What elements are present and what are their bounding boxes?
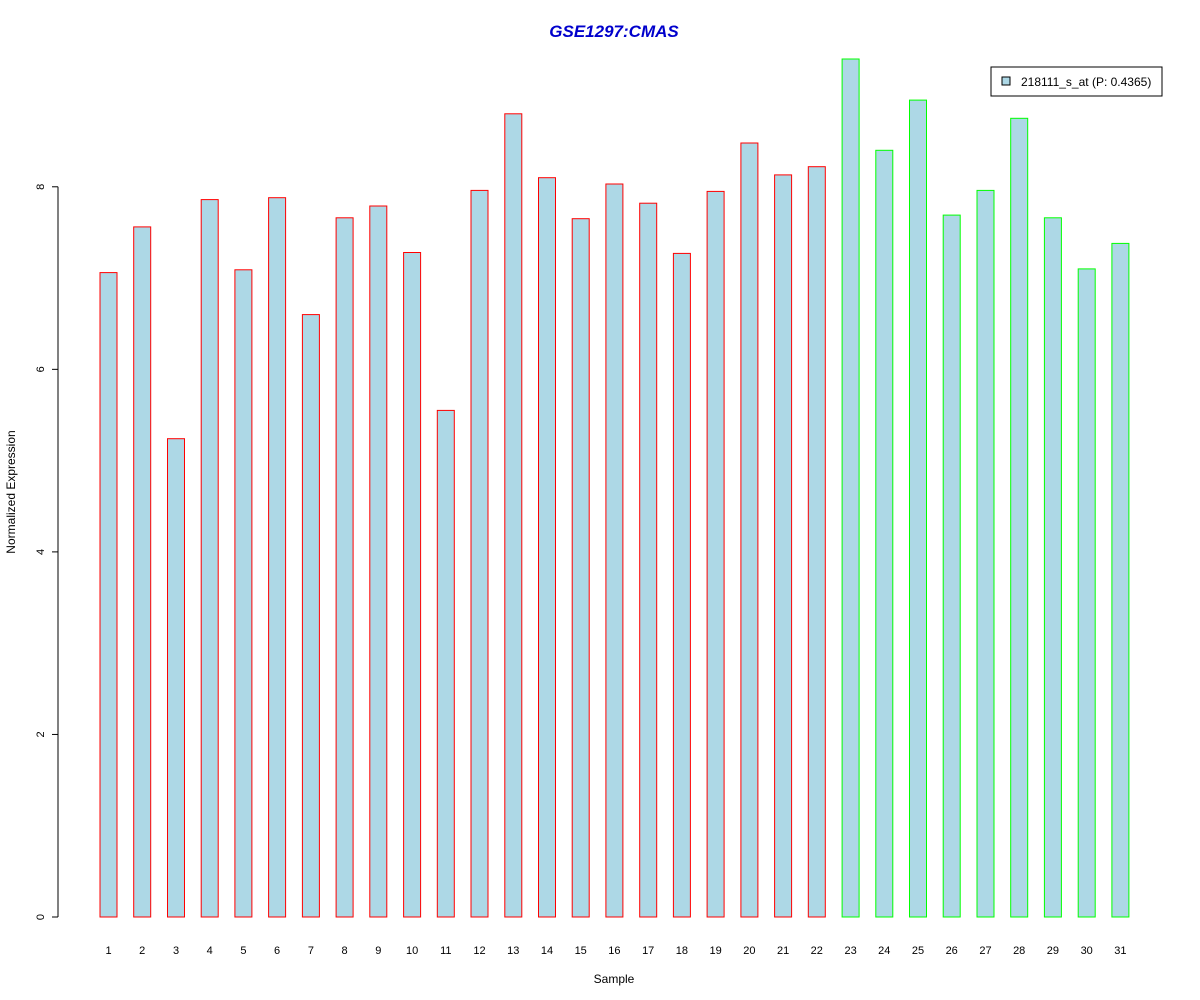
bar — [639, 202, 658, 918]
x-tick-label: 30 — [1081, 945, 1093, 957]
bar — [504, 113, 523, 918]
legend-box — [990, 66, 1163, 97]
x-tick-label: 26 — [946, 945, 958, 957]
bar — [909, 99, 927, 918]
bar — [571, 218, 590, 918]
bar — [403, 252, 422, 918]
x-tick-label: 11 — [440, 945, 451, 957]
x-tick-labels: 1 2 3 4 5 6 7 8 9 10 11 12 13 14 15 16 17 18 19 20 21 22 23 24 2… — [105, 945, 1126, 957]
x-tick-label: 13 — [507, 945, 519, 957]
legend: 218111_s_at (P: 0.4365) — [990, 66, 1163, 97]
bar — [942, 214, 961, 918]
y-tick-label: 6 — [35, 366, 47, 372]
y-axis: 0 2 4 6 8 — [35, 184, 59, 920]
x-tick-label: 31 — [1114, 945, 1126, 957]
x-axis-label: Sample — [594, 972, 635, 986]
bar — [369, 205, 388, 918]
bar — [672, 252, 691, 918]
x-tick-label: 28 — [1013, 945, 1025, 957]
x-tick-label: 25 — [912, 945, 924, 957]
y-tick-label: 4 — [35, 549, 47, 555]
bar — [807, 166, 826, 918]
bar — [1111, 242, 1130, 918]
x-tick-label: 19 — [709, 945, 721, 957]
legend-swatch — [1001, 76, 1011, 86]
bar — [470, 189, 489, 918]
bar — [605, 183, 624, 918]
x-tick-label: 8 — [342, 945, 348, 957]
x-tick-label: 16 — [608, 945, 620, 957]
bar — [234, 269, 253, 918]
x-tick-label: 17 — [642, 945, 654, 957]
x-tick-label: 6 — [274, 945, 280, 957]
x-tick-label: 9 — [375, 945, 381, 957]
x-tick-label: 24 — [878, 945, 890, 957]
x-tick-label: 3 — [173, 945, 179, 957]
bar — [841, 58, 860, 918]
chart-title: GSE1297:CMAS — [549, 22, 679, 41]
x-tick-label: 1 — [105, 945, 111, 957]
x-tick-label: 18 — [676, 945, 688, 957]
bar — [976, 189, 995, 918]
x-tick-label: 4 — [207, 945, 213, 957]
bar — [875, 149, 894, 918]
y-axis-label: Normalized Expression — [4, 430, 18, 553]
bar — [200, 199, 219, 918]
bar — [706, 190, 725, 918]
x-tick-label: 29 — [1047, 945, 1059, 957]
bar — [538, 177, 556, 918]
bar — [1010, 117, 1029, 918]
bar — [167, 438, 185, 918]
y-tick-label: 2 — [35, 731, 47, 737]
y-tick-label: 0 — [35, 914, 47, 920]
legend-label: 218111_s_at (P: 0.4365) — [1021, 75, 1151, 89]
bar — [133, 226, 152, 918]
x-tick-label: 7 — [308, 945, 314, 957]
x-tick-label: 14 — [541, 945, 553, 957]
bar — [1043, 217, 1062, 918]
bar — [740, 142, 759, 918]
bar — [99, 272, 118, 918]
bar — [774, 174, 793, 918]
x-tick-label: 22 — [811, 945, 823, 957]
x-tick-label: 21 — [777, 945, 789, 957]
x-tick-label: 2 — [139, 945, 145, 957]
x-tick-label: 27 — [979, 945, 991, 957]
x-tick-label: 5 — [240, 945, 246, 957]
bar — [301, 314, 320, 918]
x-tick-label: 20 — [743, 945, 755, 957]
bars-group — [99, 58, 1130, 918]
bar — [268, 197, 287, 918]
bar — [436, 409, 455, 918]
x-tick-label: 15 — [575, 945, 587, 957]
y-tick-label: 8 — [35, 184, 47, 190]
bar — [1077, 268, 1096, 918]
x-tick-label: 23 — [844, 945, 856, 957]
x-tick-label: 10 — [406, 945, 418, 957]
bar — [335, 217, 354, 918]
x-tick-label: 12 — [473, 945, 485, 957]
